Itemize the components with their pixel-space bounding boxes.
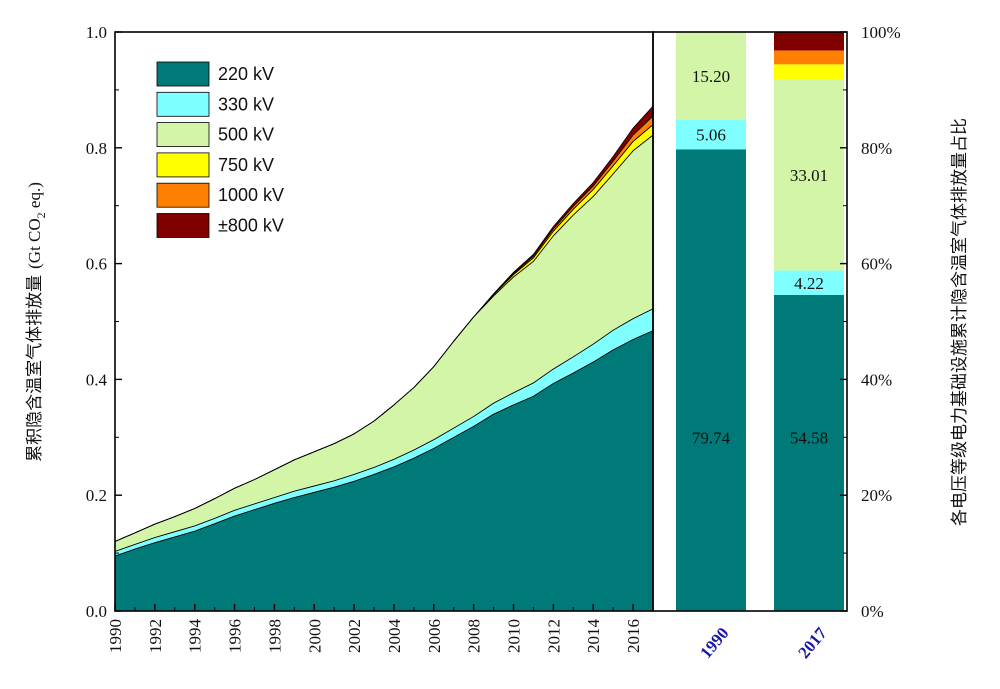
left-axis-title-unit-sub: 2	[34, 212, 48, 218]
legend-label-750kv: 750 kV	[218, 155, 274, 175]
bar-2017-segment-330kv	[774, 270, 844, 295]
right-y-tick-label: 20%	[861, 486, 892, 505]
left-axis-title-unit-pre: (Gt CO	[25, 218, 44, 269]
x-tick-label: 2016	[624, 619, 643, 653]
left-axis-title-main: 累积隐含温室气体排放量	[25, 275, 45, 462]
left-axis-title: 累积隐含温室气体排放量 (Gt CO2 eq.)	[25, 182, 48, 462]
legend-swatch-800kv	[156, 213, 210, 238]
axes: 0.0 0.2 0.4 0.6 0.8 1.0 1990 1992 1994 1996 1998 20…	[86, 23, 901, 653]
right-y-tick-label: 40%	[861, 370, 892, 389]
area-chart	[114, 105, 654, 612]
bar-1990-segment-500kv	[676, 32, 746, 121]
x-tick-label: 2004	[385, 619, 404, 654]
bar-2017-data-label-1: 4.22	[794, 274, 824, 293]
legend-label-1000kv: 1000 kV	[218, 185, 284, 205]
bar-2017-data-label-2: 33.01	[790, 166, 828, 185]
legend-swatch-330kv	[156, 91, 210, 117]
bar-2017-segment-800kv	[774, 32, 844, 51]
left-y-tick-label: 0.8	[86, 139, 107, 158]
left-y-tick-label: 0.2	[86, 486, 107, 505]
right-y-tick-label: 0%	[861, 602, 884, 621]
x-tick-label: 2014	[584, 619, 603, 654]
x-tick-label: 2008	[465, 619, 484, 653]
legend-swatch-220kv	[156, 61, 210, 87]
bar-1990-data-label-0: 79.74	[692, 428, 731, 447]
bar-category-2017: 2017	[794, 623, 831, 662]
bar-1990-segment-330kv	[676, 120, 746, 150]
x-tick-label: 2012	[544, 619, 563, 653]
percent-bar-chart: 79.74 5.06 15.20 1990 54.58 4.22 33.01 2017	[676, 32, 844, 662]
bar-2017-segment-500kv	[774, 79, 844, 271]
right-y-tick-label: 60%	[861, 255, 892, 274]
x-tick-label: 1992	[146, 619, 165, 653]
bar-category-1990: 1990	[696, 624, 732, 662]
x-tick-label: 2002	[345, 619, 364, 653]
legend-swatch-750kv	[156, 152, 210, 178]
bar-1990-segment-220kv	[676, 149, 746, 611]
left-y-tick-label: 0.0	[86, 602, 107, 621]
legend-swatch-1000kv	[156, 182, 210, 208]
x-tick-label: 2006	[425, 619, 444, 653]
right-y-tick-label: 80%	[861, 139, 892, 158]
legend-label-220kv: 220 kV	[218, 64, 274, 84]
left-y-tick-label: 0.6	[86, 255, 107, 274]
bar-2017-segment-1000kv	[774, 50, 844, 65]
x-tick-label: 1994	[186, 619, 205, 654]
left-y-tick-label: 1.0	[86, 23, 107, 42]
legend-label-330kv: 330 kV	[218, 94, 274, 114]
bar-1990-data-label-1: 5.06	[696, 126, 726, 145]
left-y-tick-label: 0.4	[86, 370, 108, 389]
x-tick-label: 1998	[265, 619, 284, 653]
bar-2017-data-label-0: 54.58	[790, 428, 828, 447]
legend: 220 kV 330 kV 500 kV 750 kV 1000 kV ±800 kV	[156, 61, 284, 238]
x-tick-label: 1990	[106, 619, 125, 653]
x-tick-label: 1996	[226, 619, 245, 653]
left-axis-title-unit-post: eq.)	[25, 182, 44, 212]
bar-2017-segment-750kv	[774, 64, 844, 80]
right-axis-title: 各电压等级电力基础设施累计隐含温室气体排放量占比	[950, 118, 970, 526]
bar-2017-segment-220kv	[774, 294, 844, 611]
bar-1990-data-label-2: 15.20	[692, 67, 730, 86]
legend-swatch-500kv	[156, 122, 210, 147]
legend-label-500kv: 500 kV	[218, 125, 274, 145]
x-tick-label: 2010	[505, 619, 524, 653]
x-tick-label: 2000	[305, 619, 324, 653]
right-y-tick-label: 100%	[861, 23, 901, 42]
legend-label-800kv: ±800 kV	[218, 216, 284, 236]
